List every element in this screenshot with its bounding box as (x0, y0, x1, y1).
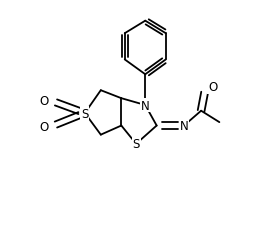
Text: O: O (39, 121, 48, 134)
Text: O: O (208, 81, 217, 94)
Text: S: S (133, 138, 140, 151)
Text: O: O (39, 94, 48, 108)
Text: N: N (141, 99, 150, 112)
Text: N: N (180, 119, 188, 133)
Text: S: S (81, 107, 89, 120)
